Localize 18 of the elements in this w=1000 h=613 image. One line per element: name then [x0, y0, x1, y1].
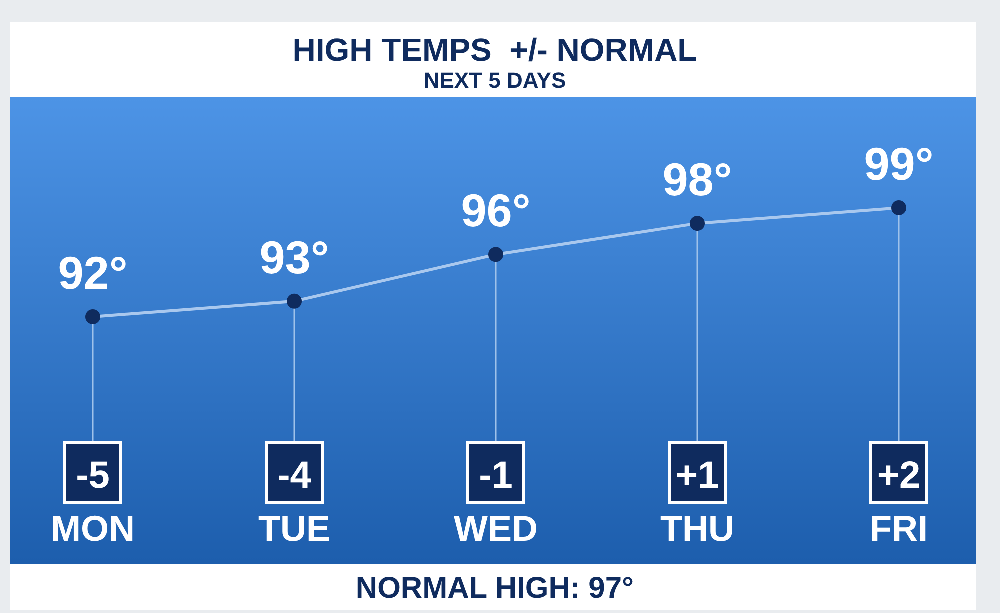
text: -5 [76, 455, 110, 497]
data-label: 96° [461, 184, 531, 237]
x-tick-label: THU [660, 508, 734, 549]
data-label: 93° [260, 231, 330, 284]
text: -4 [278, 455, 312, 497]
data-label: 99° [864, 138, 934, 190]
chart-title: HIGH TEMPS +/- NORMAL [292, 32, 698, 68]
x-tick-label: FRI [870, 508, 928, 549]
text: NORMAL HIGH: 97° [356, 572, 634, 605]
data-label: 98° [662, 154, 732, 206]
chart-subtitle: NEXT 5 DAYS [424, 68, 566, 93]
x-tick-label: MON [51, 508, 135, 549]
data-label: 92° [58, 247, 128, 299]
text: +1 [676, 455, 720, 497]
text: -1 [479, 455, 513, 497]
x-tick-label: TUE [258, 508, 330, 549]
text: +2 [877, 455, 921, 497]
x-tick-label: WED [454, 508, 538, 549]
